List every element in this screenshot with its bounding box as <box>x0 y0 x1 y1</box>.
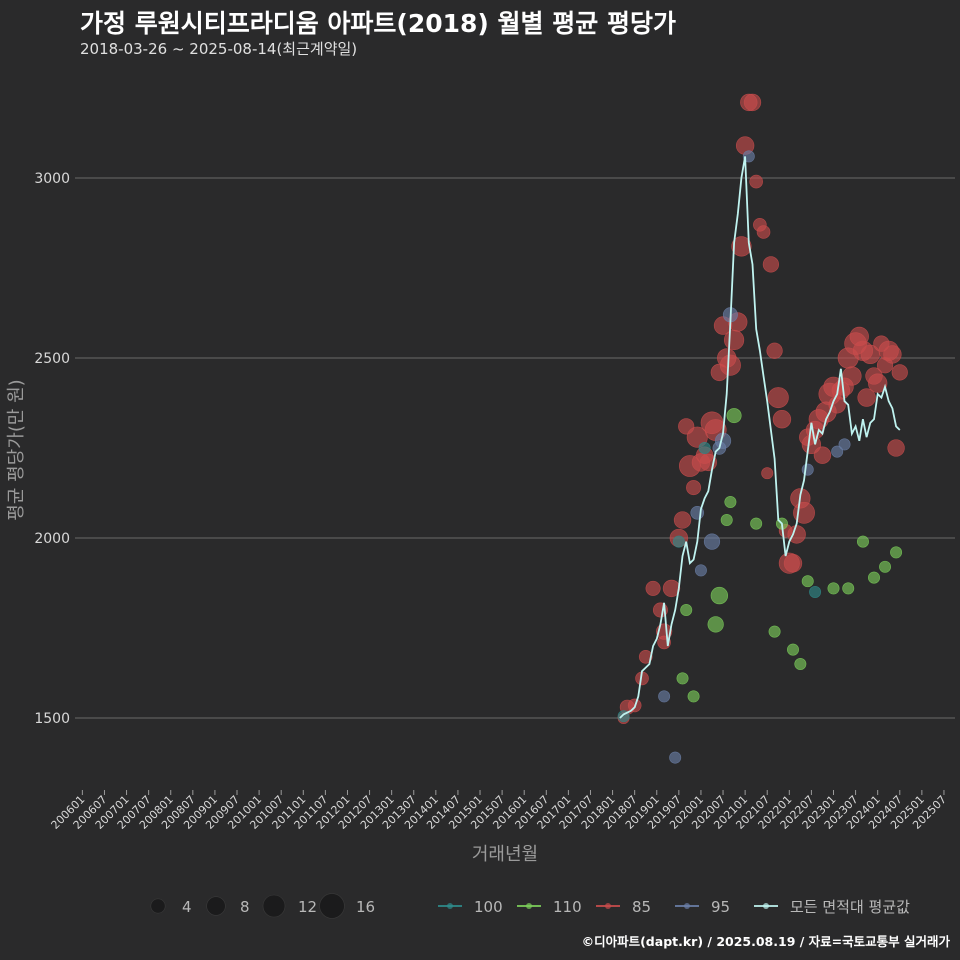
legend-size-circle <box>319 893 345 919</box>
legend-series-dot <box>447 903 453 909</box>
legend-series-label: 모든 면적대 평균값 <box>790 898 910 916</box>
legend-series-label: 100 <box>474 898 503 916</box>
y-axis-title: 평균 평당가(만 원) <box>6 379 27 520</box>
chart-title: 가정 루원시티프라디움 아파트(2018) 월별 평균 평당가 <box>80 9 676 38</box>
data-point-95 <box>838 438 851 451</box>
data-point-110 <box>676 672 689 685</box>
data-point-110 <box>827 582 840 595</box>
chart-subtitle: 2018-03-26 ~ 2025-08-14(최근계약일) <box>80 40 358 58</box>
data-point-85 <box>891 364 908 381</box>
data-point-85 <box>883 345 902 364</box>
data-point-110 <box>856 535 869 548</box>
legend-series-dot <box>605 903 611 909</box>
data-point-110 <box>724 496 737 508</box>
data-point-95 <box>801 463 814 476</box>
data-point-110 <box>726 408 742 424</box>
data-point-95 <box>831 445 844 458</box>
data-point-95 <box>658 690 671 703</box>
data-point-95 <box>703 533 721 550</box>
data-point-85 <box>686 480 702 496</box>
data-point-110 <box>680 604 693 616</box>
data-point-85 <box>772 410 792 429</box>
data-point-95 <box>694 564 707 577</box>
data-point-100 <box>809 586 822 598</box>
data-point-110 <box>750 517 763 530</box>
data-point-110 <box>768 625 781 638</box>
legend-series-label: 95 <box>711 898 730 916</box>
data-point-85 <box>723 329 745 351</box>
data-point-110 <box>794 658 807 670</box>
data-point-85 <box>842 366 862 386</box>
legend-size-label: 16 <box>356 898 375 916</box>
y-tick-label: 2500 <box>34 351 70 367</box>
legend-series-label: 85 <box>632 898 651 916</box>
data-point-85 <box>887 439 905 457</box>
data-point-110 <box>868 571 880 584</box>
data-point-85 <box>762 256 780 273</box>
data-point-85 <box>673 511 692 529</box>
data-point-95 <box>669 751 682 764</box>
average-line <box>619 156 901 719</box>
legend-size-label: 4 <box>182 898 192 916</box>
data-point-110 <box>687 690 700 703</box>
data-point-100 <box>698 442 711 454</box>
legend-size-circle <box>206 896 226 916</box>
data-point-85 <box>857 388 876 407</box>
legend-series-dot <box>684 903 690 909</box>
data-point-110 <box>879 560 892 573</box>
legend-series-dot <box>763 903 769 909</box>
data-point-85 <box>868 373 888 393</box>
data-point-85 <box>761 467 774 480</box>
data-point-85 <box>645 580 661 596</box>
data-point-110 <box>801 575 814 588</box>
data-point-110 <box>707 616 724 633</box>
data-point-110 <box>842 582 855 595</box>
data-point-100 <box>672 535 685 548</box>
data-point-110 <box>710 586 729 605</box>
legend-size-label: 8 <box>240 898 250 916</box>
data-point-110 <box>890 546 903 559</box>
x-axis-title: 거래년월 <box>472 844 538 865</box>
y-tick-label: 3000 <box>34 171 70 187</box>
data-point-85 <box>743 93 762 112</box>
data-point-85 <box>719 354 741 376</box>
data-point-85 <box>756 225 771 239</box>
data-point-85 <box>767 387 789 409</box>
data-point-110 <box>720 514 733 526</box>
data-point-85 <box>749 174 763 189</box>
legend-size-circle <box>262 894 286 918</box>
source-credit: ©디아파트(dapt.kr) / 2025.08.19 / 자료=국토교통부 실… <box>581 934 950 949</box>
legend-size-circle <box>150 898 166 914</box>
data-point-85 <box>662 579 681 598</box>
legend-size-label: 12 <box>298 898 317 916</box>
legend-series-dot <box>526 903 532 909</box>
legend-series-label: 110 <box>553 898 582 916</box>
data-point-85 <box>638 649 653 664</box>
data-point-85 <box>731 236 752 257</box>
y-tick-label: 1500 <box>34 711 70 727</box>
data-point-110 <box>787 643 799 656</box>
data-point-85 <box>766 342 783 359</box>
data-point-85 <box>783 554 803 573</box>
y-tick-label: 2000 <box>34 531 70 547</box>
data-point-85 <box>813 446 832 464</box>
